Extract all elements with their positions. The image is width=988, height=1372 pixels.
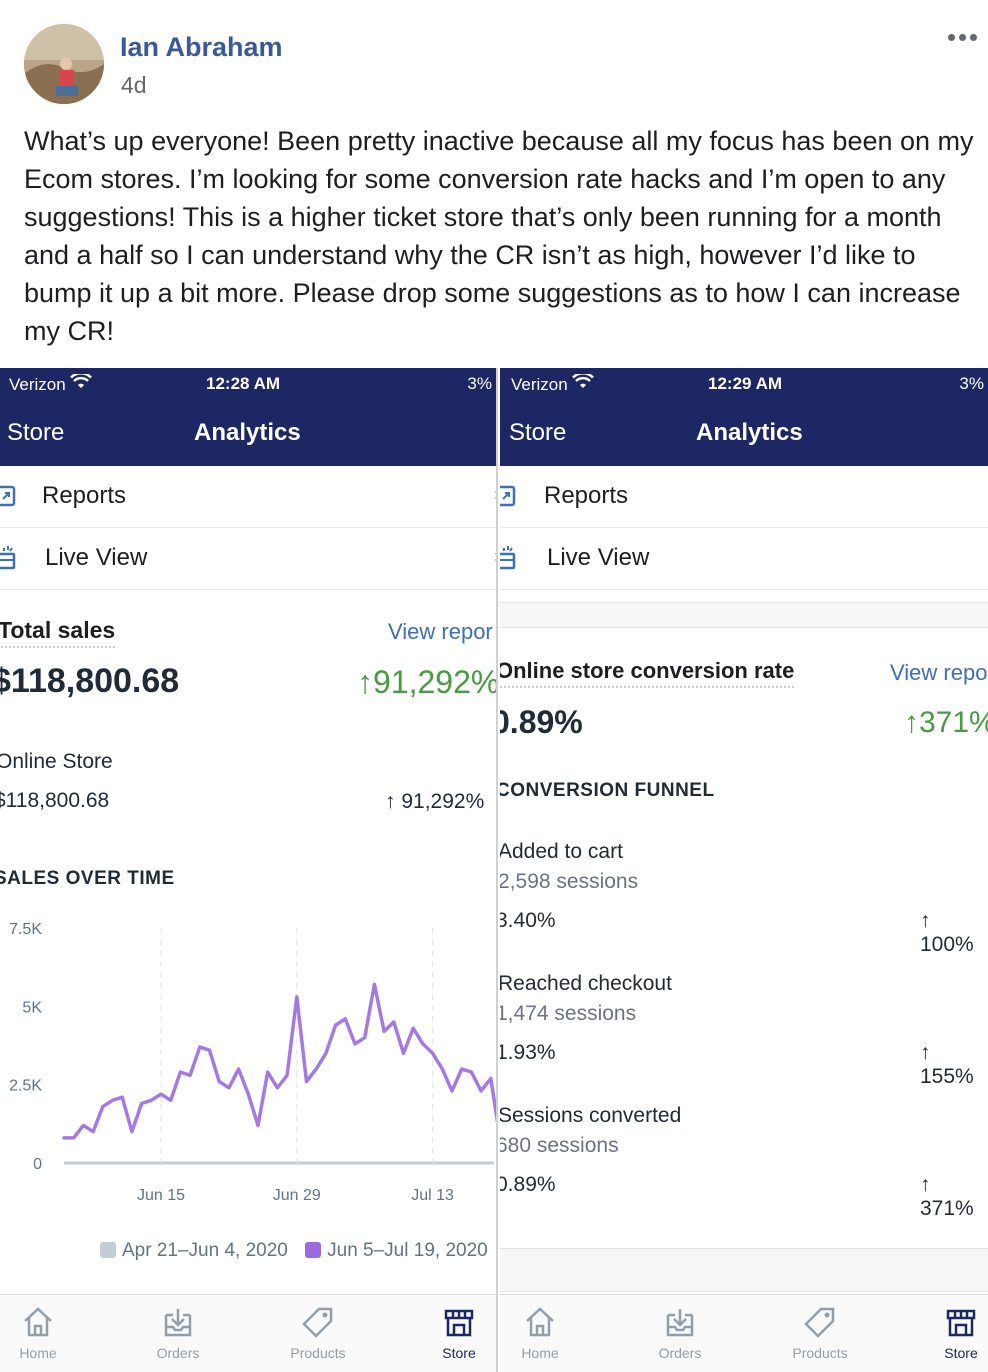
legend-curr: Jun 5–Jul 19, 2020: [327, 1240, 488, 1261]
tag-icon: [302, 1307, 333, 1338]
tab-store[interactable]: Store: [409, 1295, 496, 1372]
nav-bar: Store Analytics: [500, 402, 988, 466]
reports-label: Reports: [544, 482, 629, 509]
funnel-step-label: Sessions converted: [500, 1104, 682, 1127]
online-store-value: $118,800.68: [0, 789, 110, 812]
store-icon: [444, 1309, 474, 1337]
nav-bar: Store Analytics: [0, 402, 496, 466]
total-sales-value: $118,800.68: [0, 662, 180, 700]
view-report-link[interactable]: View repor: [388, 619, 493, 644]
right-screenshot: Verizon 12:29 AM 3% Store Analytics Repo…: [500, 368, 988, 1372]
legend-swatch-prev: [100, 1242, 116, 1258]
tag-icon: [804, 1307, 835, 1338]
conversion-rate-change: ↑371%: [904, 706, 988, 739]
funnel-step-sessions: 680 sessions: [500, 1134, 619, 1157]
status-bar: Verizon 12:28 AM 3%: [0, 368, 496, 402]
funnel-step-change: ↑ 100%: [920, 909, 974, 956]
y-tick-label: 2.5K: [9, 1078, 42, 1095]
tab-orders[interactable]: Orders: [630, 1295, 730, 1372]
y-tick-label: 7.5K: [9, 921, 42, 938]
section-divider: [500, 1248, 988, 1292]
carrier-label: Verizon: [511, 372, 595, 395]
battery-percent: 3%: [467, 374, 492, 393]
funnel-step-change: ↑ 371%: [920, 1173, 974, 1220]
live-view-icon: [0, 546, 16, 570]
conversion-funnel-heading: CONVERSION FUNNEL: [500, 780, 715, 801]
chevron-right-icon: ›: [494, 484, 496, 505]
page-title: Analytics: [696, 419, 803, 446]
funnel-step-rate: 0.89%: [500, 1173, 556, 1196]
status-bar: Verizon 12:29 AM 3%: [500, 368, 988, 402]
funnel-step-change: ↑ 155%: [920, 1041, 974, 1088]
view-report-link[interactable]: View repo: [890, 660, 988, 685]
total-sales-title: Total sales: [0, 617, 116, 648]
post-text: What’s up everyone! Been pretty inactive…: [24, 126, 974, 346]
funnel-step-label: Reached checkout: [500, 972, 672, 995]
x-tick-label: Jun 29: [273, 1187, 321, 1204]
post-author-name[interactable]: Ian Abraham: [120, 32, 283, 62]
status-time: 12:28 AM: [206, 374, 281, 393]
conversion-rate-title: Online store conversion rate: [500, 658, 795, 688]
tab-products[interactable]: Products: [770, 1295, 870, 1372]
tab-products[interactable]: Products: [268, 1295, 368, 1372]
left-screenshot: Verizon 12:28 AM 3% Store Analytics Repo…: [0, 368, 498, 1372]
chart-legend: Apr 21–Jun 4, 2020 Jun 5–Jul 19, 2020: [100, 1240, 488, 1262]
reports-row[interactable]: Reports ›: [0, 466, 496, 528]
reports-icon: [500, 485, 516, 507]
tab-home[interactable]: Home: [500, 1295, 590, 1372]
section-divider: [500, 602, 988, 628]
conversion-rate-value: 0.89%: [500, 704, 583, 740]
legend-swatch-curr: [305, 1242, 322, 1258]
live-view-label: Live View: [547, 544, 650, 571]
chevron-right-icon: ›: [494, 546, 496, 567]
wifi-icon: [70, 372, 93, 388]
y-tick-label: 5K: [22, 999, 42, 1016]
sales-over-time-heading: SALES OVER TIME: [0, 868, 175, 889]
status-time: 12:29 AM: [708, 374, 783, 393]
more-options-icon[interactable]: [946, 28, 982, 48]
reports-icon: [0, 485, 16, 507]
tab-home[interactable]: Home: [0, 1295, 88, 1372]
tab-bar: Home Orders Products Store: [0, 1294, 496, 1372]
tab-bar: Home Orders Products Store: [500, 1294, 988, 1372]
reports-row[interactable]: Reports: [500, 466, 988, 528]
home-icon: [24, 1307, 52, 1337]
carrier-label: Verizon: [9, 372, 93, 395]
sales-line-chart: 0 2.5K 5K 7.5K Jun 15 Jun 29 Jul 13: [9, 921, 496, 1204]
funnel-step-sessions: 2,598 sessions: [500, 870, 639, 893]
funnel-step-sessions: 1,474 sessions: [500, 1002, 637, 1025]
home-icon: [526, 1307, 554, 1337]
live-view-row[interactable]: Live View ›: [0, 528, 496, 590]
x-tick-label: Jul 13: [411, 1187, 454, 1204]
orders-icon: [164, 1309, 192, 1337]
store-icon: [946, 1309, 976, 1337]
tab-store[interactable]: Store: [911, 1295, 988, 1372]
live-view-icon: [500, 546, 516, 570]
x-tick-label: Jun 15: [137, 1187, 185, 1204]
total-sales-change: ↑91,292%: [357, 664, 498, 700]
live-view-label: Live View: [45, 544, 148, 571]
page-title: Analytics: [194, 419, 301, 446]
orders-icon: [666, 1309, 694, 1337]
online-store-label: Online Store: [0, 750, 113, 773]
post-timestamp[interactable]: 4d: [121, 72, 147, 98]
reports-label: Reports: [42, 482, 127, 509]
series-line-current: [62, 982, 496, 1140]
wifi-icon: [572, 372, 595, 388]
funnel-step-label: Added to cart: [500, 840, 623, 863]
tab-orders[interactable]: Orders: [128, 1295, 228, 1372]
live-view-row[interactable]: Live View: [500, 528, 988, 590]
y-tick-label: 0: [33, 1156, 42, 1173]
funnel-step-rate: 3.40%: [500, 909, 556, 932]
back-to-store-button[interactable]: Store: [509, 419, 567, 446]
battery-percent: 3%: [959, 374, 984, 393]
online-store-change: ↑ 91,292%: [385, 790, 485, 813]
funnel-step-rate: 1.93%: [500, 1041, 556, 1064]
avatar[interactable]: [24, 24, 104, 104]
legend-prev: Apr 21–Jun 4, 2020: [122, 1240, 288, 1261]
back-to-store-button[interactable]: Store: [7, 419, 65, 446]
